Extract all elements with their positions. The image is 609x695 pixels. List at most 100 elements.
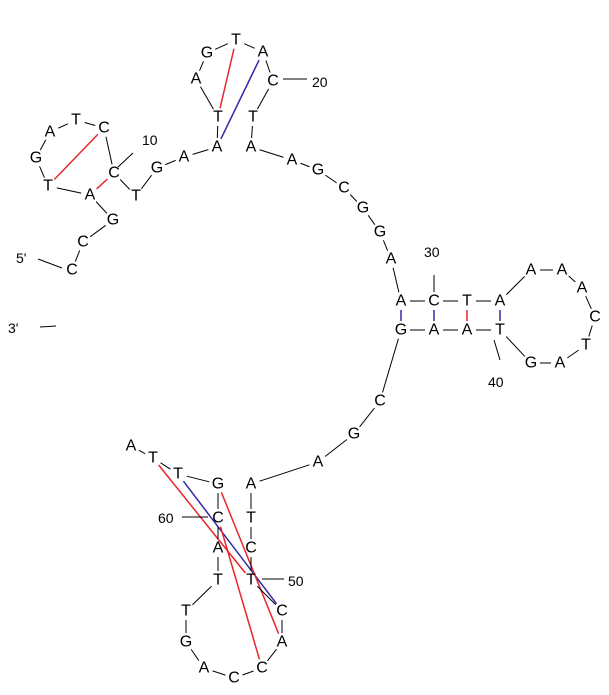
backbone-link [199,61,204,71]
nucleotide: A [396,293,407,310]
nucleotide: G [525,355,537,372]
backbone-link [74,250,81,262]
nucleotide: A [462,322,473,339]
nucleotide: T [71,112,81,129]
backbone-link [300,162,310,168]
base-pair-bond [220,59,260,140]
label-tick [117,152,134,168]
nucleotide: C [276,603,288,620]
nucleotide: T [131,188,141,205]
nucleotide: C [66,262,78,279]
nucleotide: C [108,165,120,182]
nucleotide: A [557,262,568,279]
position-label-10: 10 [142,132,158,148]
nucleotide: T [495,322,505,339]
backbone-link [359,407,375,428]
backbone-link [259,149,284,158]
nucleotide: G [374,224,386,241]
backbone-link [256,88,270,110]
base-pair-bond [53,133,99,181]
base-pair-bond [96,178,108,190]
backbone-link [215,43,228,50]
backbone-link [267,648,277,662]
backbone-link [567,349,579,359]
backbone-link [349,194,358,202]
nucleotide: A [577,280,588,297]
nucleotide: A [313,454,324,471]
backbone-link [382,240,389,251]
nucleotide: A [555,355,566,372]
nucleotide: C [212,510,224,527]
label-tick [39,325,57,328]
backbone-link [160,462,171,470]
backbone-link [259,464,310,482]
backbone-link [200,86,214,110]
backbone-link [39,139,47,151]
nucleotide: T [462,293,472,310]
nucleotide: G [107,212,119,229]
backbone-link [140,174,153,190]
nucleotide: C [267,73,279,90]
nucleotide: G [312,162,324,179]
base-pair-bond [219,48,235,109]
nucleotide: A [45,124,56,141]
nucleotide: C [98,120,110,137]
backbone-link [251,125,253,139]
backbone-link [242,670,254,676]
nucleotide: T [173,466,183,483]
nucleotide: A [246,476,257,493]
backbone-link [192,585,212,606]
nucleotide: C [77,234,89,251]
nucleotide: G [201,45,213,62]
backbone-link [325,174,337,184]
backbone-link [192,149,209,155]
nucleotide: G [30,150,42,167]
nucleotide: A [199,660,210,677]
backbone-link [324,439,348,457]
nucleotide: A [287,152,298,169]
nucleotide: T [581,337,591,354]
nucleotide: T [231,32,241,49]
base-pair-bond [220,492,280,634]
backbone-link [585,296,592,309]
nucleotide: A [191,71,202,88]
nucleotide: G [151,160,163,177]
backbone-link [506,276,525,295]
nucleotide: G [180,634,192,651]
base-pair-bond [182,480,278,605]
nucleotide: C [245,540,257,557]
backbone-link [382,338,399,393]
nucleotide: A [258,44,269,61]
backbone-link [56,187,82,194]
nucleotide: A [213,540,224,557]
nucleotide: G [212,476,224,493]
nucleotide: T [181,603,191,620]
nucleotide: T [248,109,258,126]
backbone-link [119,179,131,190]
nucleotide: A [526,262,537,279]
five-prime-label: 5' [16,250,26,266]
backbone-link [95,201,108,214]
nucleotide: T [213,572,223,589]
nucleotide: C [256,660,268,677]
nucleotide: A [429,322,440,339]
backbone-link [186,475,210,483]
nucleotide: T [148,450,158,467]
nucleotide: T [246,510,256,527]
backbone-link [244,43,255,49]
nucleotide: A [386,251,397,268]
backbone-link [367,215,376,225]
nucleotide: A [126,438,137,455]
position-label-30: 30 [424,244,440,260]
backbone-link [105,136,113,165]
backbone-link [265,60,271,73]
nucleotide: A [495,293,506,310]
base-pair-bond [158,464,246,574]
nucleotide: A [277,634,288,651]
nucleotide: C [374,393,386,410]
nucleotide: A [212,139,223,156]
position-label-50: 50 [288,573,304,589]
backbone-link [588,325,593,337]
